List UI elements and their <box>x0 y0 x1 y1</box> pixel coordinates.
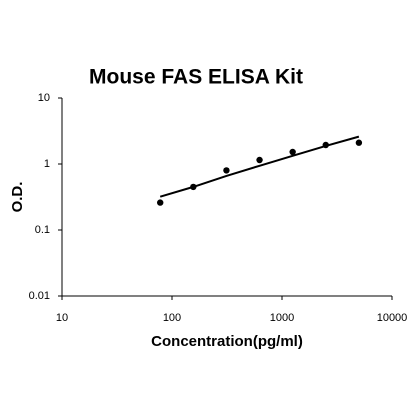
data-point <box>289 148 296 156</box>
y-tick-label: 1 <box>44 158 50 170</box>
y-tick-label: 10 <box>38 92 50 104</box>
x-tick-label: 1000 <box>270 312 294 324</box>
x-tick-label: 10000 <box>377 312 408 324</box>
x-axis-label: Concentration(pg/ml) <box>151 333 303 350</box>
y-axis-label: O.D. <box>9 182 26 213</box>
x-tick-label: 100 <box>163 312 181 324</box>
data-point <box>157 199 164 206</box>
data-point <box>223 167 230 174</box>
y-tick-label: 0.01 <box>29 290 50 302</box>
chart-title: Mouse FAS ELISA Kit <box>89 66 303 89</box>
y-tick-label: 0.1 <box>35 224 50 236</box>
data-point <box>355 139 363 146</box>
fit-line <box>159 135 360 198</box>
x-tick-label: 10 <box>56 312 68 324</box>
data-point <box>256 156 263 164</box>
